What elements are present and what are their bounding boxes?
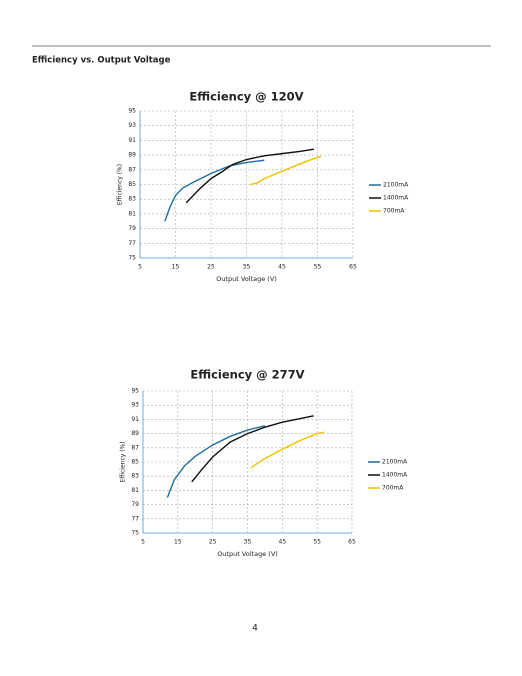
series-line xyxy=(185,148,315,204)
y-tick-label: 77 xyxy=(128,240,136,247)
legend-label: 700mA xyxy=(383,208,405,215)
legend-label: 2100mA xyxy=(382,459,408,466)
x-tick-label: 65 xyxy=(349,264,357,271)
series-line xyxy=(166,425,266,498)
x-tick-label: 45 xyxy=(279,539,287,546)
x-tick-label: 25 xyxy=(207,264,215,271)
legend-label: 1400mA xyxy=(382,472,408,479)
y-tick-label: 87 xyxy=(128,166,136,173)
y-tick-label: 95 xyxy=(128,108,136,115)
y-tick-label: 83 xyxy=(131,473,139,480)
y-tick-label: 85 xyxy=(131,459,139,466)
y-axis-label: Efficiency (%) xyxy=(120,441,127,482)
x-tick-label: 5 xyxy=(141,539,145,546)
y-tick-label: 75 xyxy=(131,530,139,537)
x-tick-label: 35 xyxy=(243,264,251,271)
x-axis-label: Output Voltage (V) xyxy=(217,550,278,558)
x-tick-label: 65 xyxy=(348,539,356,546)
y-tick-label: 95 xyxy=(131,388,139,395)
chart-title: Efficiency @ 120V xyxy=(189,90,303,104)
y-tick-label: 87 xyxy=(131,444,139,451)
x-tick-label: 35 xyxy=(244,539,252,546)
legend-label: 2100mA xyxy=(383,182,409,189)
section-title: Efficiency vs. Output Voltage xyxy=(32,56,171,66)
x-tick-label: 45 xyxy=(278,264,286,271)
y-tick-label: 91 xyxy=(128,137,136,144)
y-tick-label: 81 xyxy=(128,210,136,217)
y-tick-label: 89 xyxy=(128,152,136,159)
y-tick-label: 79 xyxy=(131,501,139,508)
x-tick-label: 55 xyxy=(314,264,322,271)
legend-label: 700mA xyxy=(382,485,404,492)
y-tick-label: 75 xyxy=(128,255,136,262)
y-tick-label: 77 xyxy=(131,515,139,522)
y-tick-label: 85 xyxy=(128,181,136,188)
x-tick-label: 25 xyxy=(209,539,217,546)
chart-title: Efficiency @ 277V xyxy=(190,368,304,382)
series-line xyxy=(249,155,322,186)
x-axis-label: Output Voltage (V) xyxy=(216,275,277,283)
y-tick-label: 83 xyxy=(128,196,136,203)
series-line xyxy=(164,159,265,222)
y-tick-label: 93 xyxy=(131,402,139,409)
x-tick-label: 15 xyxy=(172,264,180,271)
x-tick-label: 15 xyxy=(174,539,182,546)
series-line xyxy=(250,431,325,469)
y-tick-label: 79 xyxy=(128,225,136,232)
series-line xyxy=(191,415,314,483)
y-tick-label: 81 xyxy=(131,487,139,494)
y-tick-label: 91 xyxy=(131,416,139,423)
page-number: 4 xyxy=(252,624,258,634)
y-tick-label: 89 xyxy=(131,430,139,437)
y-tick-label: 93 xyxy=(128,122,136,129)
y-axis-label: Efficiency (%) xyxy=(117,164,124,205)
legend-label: 1400mA xyxy=(383,195,409,202)
x-tick-label: 55 xyxy=(313,539,321,546)
x-tick-label: 5 xyxy=(138,264,142,271)
